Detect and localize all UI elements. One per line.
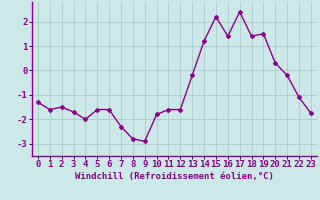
X-axis label: Windchill (Refroidissement éolien,°C): Windchill (Refroidissement éolien,°C) — [75, 172, 274, 181]
